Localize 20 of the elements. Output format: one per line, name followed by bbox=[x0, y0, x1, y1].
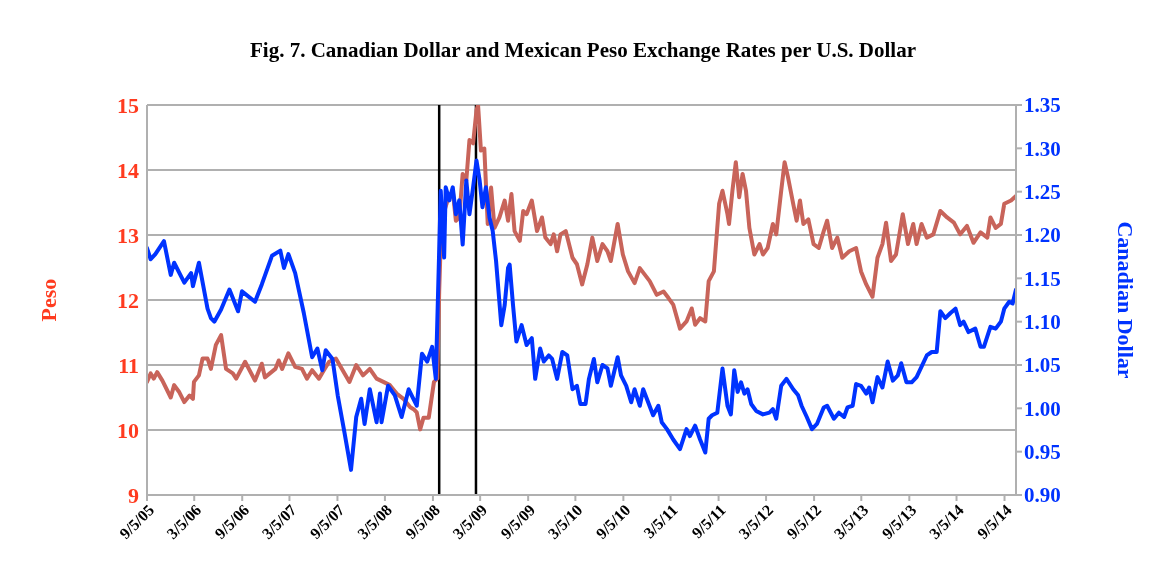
y-tick-label: 14 bbox=[117, 157, 139, 183]
y2-tick-label: 1.30 bbox=[1024, 136, 1061, 161]
y2-tick-label: 1.15 bbox=[1024, 266, 1061, 291]
y2-tick-label: 0.95 bbox=[1024, 440, 1061, 465]
chart-title: Fig. 7. Canadian Dollar and Mexican Peso Exchange Rates per U.S. Dollar bbox=[249, 38, 917, 63]
y-tick-label: 12 bbox=[117, 287, 139, 313]
y2-tick-label: 1.05 bbox=[1024, 353, 1061, 378]
y2-tick-label: 1.00 bbox=[1024, 396, 1061, 421]
y2-tick-label: 1.10 bbox=[1024, 310, 1061, 335]
y2-tick-label: 1.20 bbox=[1024, 223, 1061, 248]
y2-tick-label: 0.90 bbox=[1024, 483, 1061, 508]
y-tick-label: 11 bbox=[118, 352, 139, 378]
y-tick-label: 10 bbox=[117, 417, 139, 443]
y-tick-label: 15 bbox=[117, 92, 139, 118]
y2-axis-title: Canadian Dollar bbox=[1113, 221, 1139, 379]
y2-tick-label: 1.35 bbox=[1024, 93, 1061, 118]
y-axis-title: Peso bbox=[35, 278, 61, 322]
y2-tick-label: 1.25 bbox=[1024, 180, 1061, 205]
y-tick-label: 13 bbox=[117, 222, 139, 248]
y-tick-label: 9 bbox=[128, 482, 139, 508]
